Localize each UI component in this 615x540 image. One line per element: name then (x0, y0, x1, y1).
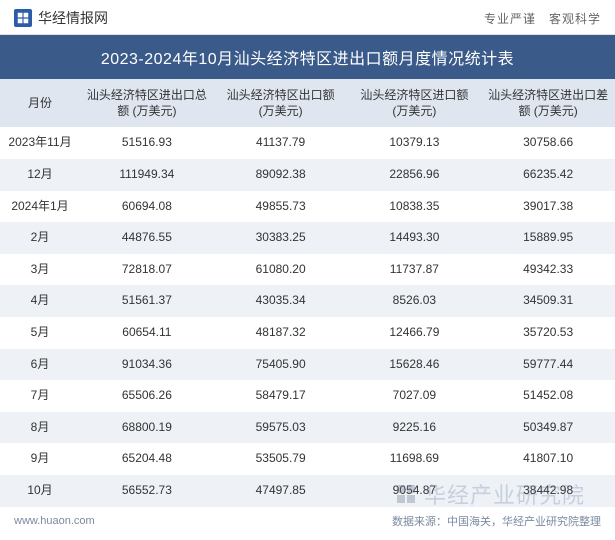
data-table: 月份 汕头经济特区进出口总额 (万美元) 汕头经济特区出口额 (万美元) 汕头经… (0, 79, 615, 507)
table-row: 9月65204.4853505.7911698.6941807.10 (0, 443, 615, 475)
table-cell: 30383.25 (214, 222, 348, 254)
table-cell: 2月 (0, 222, 80, 254)
table-cell: 10379.13 (348, 127, 482, 159)
table-row: 3月72818.0761080.2011737.8749342.33 (0, 254, 615, 286)
footer-url: www.huaon.com (14, 515, 95, 527)
table-cell: 43035.34 (214, 285, 348, 317)
table-cell: 47497.85 (214, 475, 348, 507)
table-container: 月份 汕头经济特区进出口总额 (万美元) 汕头经济特区出口额 (万美元) 汕头经… (0, 79, 615, 507)
table-cell: 59777.44 (481, 349, 615, 381)
table-cell: 60654.11 (80, 317, 214, 349)
table-row: 4月51561.3743035.348526.0334509.31 (0, 285, 615, 317)
tagline-1: 专业严谨 (484, 12, 536, 26)
table-cell: 9月 (0, 443, 80, 475)
table-cell: 8月 (0, 412, 80, 444)
table-cell: 3月 (0, 254, 80, 286)
table-cell: 15889.95 (481, 222, 615, 254)
table-cell: 34509.31 (481, 285, 615, 317)
table-cell: 8526.03 (348, 285, 482, 317)
table-cell: 22856.96 (348, 159, 482, 191)
table-row: 12月111949.3489092.3822856.9666235.42 (0, 159, 615, 191)
table-cell: 48187.32 (214, 317, 348, 349)
table-cell: 75405.90 (214, 349, 348, 381)
table-cell: 2024年1月 (0, 191, 80, 223)
table-cell: 50349.87 (481, 412, 615, 444)
table-cell: 12466.79 (348, 317, 482, 349)
table-cell: 111949.34 (80, 159, 214, 191)
table-cell: 65506.26 (80, 380, 214, 412)
col-header-import: 汕头经济特区进口额 (万美元) (348, 79, 482, 127)
table-cell: 41807.10 (481, 443, 615, 475)
table-cell: 59575.03 (214, 412, 348, 444)
table-cell: 58479.17 (214, 380, 348, 412)
table-cell: 30758.66 (481, 127, 615, 159)
table-cell: 38442.98 (481, 475, 615, 507)
table-cell: 15628.46 (348, 349, 482, 381)
table-row: 6月91034.3675405.9015628.4659777.44 (0, 349, 615, 381)
table-cell: 6月 (0, 349, 80, 381)
table-row: 2月44876.5530383.2514493.3015889.95 (0, 222, 615, 254)
table-cell: 7月 (0, 380, 80, 412)
table-cell: 44876.55 (80, 222, 214, 254)
table-cell: 11737.87 (348, 254, 482, 286)
col-header-balance: 汕头经济特区进出口差额 (万美元) (481, 79, 615, 127)
table-cell: 91034.36 (80, 349, 214, 381)
tagline-2: 客观科学 (536, 12, 601, 26)
table-cell: 89092.38 (214, 159, 348, 191)
table-cell: 9225.16 (348, 412, 482, 444)
table-cell: 66235.42 (481, 159, 615, 191)
table-cell: 51452.08 (481, 380, 615, 412)
header-tagline: 专业严谨客观科学 (484, 10, 601, 27)
table-cell: 11698.69 (348, 443, 482, 475)
table-cell: 53505.79 (214, 443, 348, 475)
logo-icon (14, 9, 32, 27)
col-header-total: 汕头经济特区进出口总额 (万美元) (80, 79, 214, 127)
table-row: 10月56552.7347497.859054.8738442.98 (0, 475, 615, 507)
table-row: 8月68800.1959575.039225.1650349.87 (0, 412, 615, 444)
table-row: 2023年11月51516.9341137.7910379.1330758.66 (0, 127, 615, 159)
table-cell: 10月 (0, 475, 80, 507)
col-header-export: 汕头经济特区出口额 (万美元) (214, 79, 348, 127)
table-cell: 51516.93 (80, 127, 214, 159)
table-row: 2024年1月60694.0849855.7310838.3539017.38 (0, 191, 615, 223)
table-cell: 5月 (0, 317, 80, 349)
table-cell: 14493.30 (348, 222, 482, 254)
col-header-month: 月份 (0, 79, 80, 127)
table-head: 月份 汕头经济特区进出口总额 (万美元) 汕头经济特区出口额 (万美元) 汕头经… (0, 79, 615, 127)
header-row: 月份 汕头经济特区进出口总额 (万美元) 汕头经济特区出口额 (万美元) 汕头经… (0, 79, 615, 127)
table-body: 2023年11月51516.9341137.7910379.1330758.66… (0, 127, 615, 506)
table-title: 2023-2024年10月汕头经济特区进出口额月度情况统计表 (0, 35, 615, 79)
page-footer: www.huaon.com 数据来源：中国海关，华经产业研究院整理 (0, 507, 615, 535)
table-cell: 56552.73 (80, 475, 214, 507)
table-row: 5月60654.1148187.3212466.7935720.53 (0, 317, 615, 349)
site-name: 华经情报网 (38, 8, 108, 28)
table-cell: 9054.87 (348, 475, 482, 507)
table-cell: 39017.38 (481, 191, 615, 223)
table-cell: 12月 (0, 159, 80, 191)
table-cell: 4月 (0, 285, 80, 317)
table-cell: 49342.33 (481, 254, 615, 286)
table-cell: 10838.35 (348, 191, 482, 223)
footer-source: 数据来源：中国海关，华经产业研究院整理 (392, 513, 601, 529)
table-cell: 60694.08 (80, 191, 214, 223)
table-cell: 61080.20 (214, 254, 348, 286)
table-row: 7月65506.2658479.177027.0951452.08 (0, 380, 615, 412)
table-cell: 49855.73 (214, 191, 348, 223)
table-cell: 68800.19 (80, 412, 214, 444)
header-left: 华经情报网 (14, 8, 108, 28)
table-cell: 51561.37 (80, 285, 214, 317)
table-cell: 65204.48 (80, 443, 214, 475)
table-cell: 41137.79 (214, 127, 348, 159)
table-cell: 2023年11月 (0, 127, 80, 159)
table-cell: 72818.07 (80, 254, 214, 286)
page-header: 华经情报网 专业严谨客观科学 (0, 0, 615, 35)
table-cell: 35720.53 (481, 317, 615, 349)
table-cell: 7027.09 (348, 380, 482, 412)
